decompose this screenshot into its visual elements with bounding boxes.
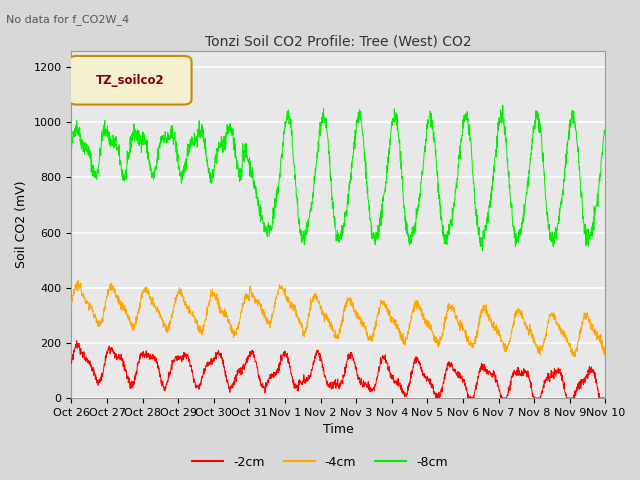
Legend: -2cm, -4cm, -8cm: -2cm, -4cm, -8cm (187, 451, 453, 474)
FancyBboxPatch shape (68, 56, 191, 105)
X-axis label: Time: Time (323, 423, 354, 436)
Text: No data for f_CO2W_4: No data for f_CO2W_4 (6, 14, 130, 25)
Title: Tonzi Soil CO2 Profile: Tree (West) CO2: Tonzi Soil CO2 Profile: Tree (West) CO2 (205, 34, 472, 48)
Y-axis label: Soil CO2 (mV): Soil CO2 (mV) (15, 180, 28, 268)
Text: TZ_soilco2: TZ_soilco2 (96, 74, 164, 87)
